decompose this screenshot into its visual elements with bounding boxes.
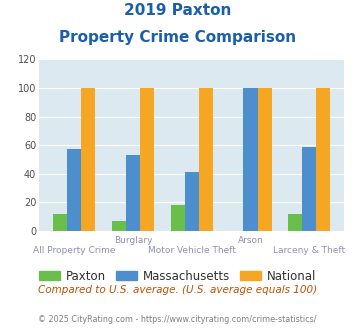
Text: Larceny & Theft: Larceny & Theft: [273, 246, 345, 255]
Text: Arson: Arson: [237, 236, 263, 245]
Bar: [81, 88, 95, 231]
Text: Burglary: Burglary: [114, 236, 152, 245]
Bar: [302, 147, 316, 231]
Bar: [316, 88, 331, 231]
Text: Property Crime Comparison: Property Crime Comparison: [59, 30, 296, 45]
Text: All Property Crime: All Property Crime: [33, 246, 115, 255]
Bar: [140, 88, 154, 231]
Text: Motor Vehicle Theft: Motor Vehicle Theft: [148, 246, 236, 255]
Bar: [258, 88, 272, 231]
Text: Compared to U.S. average. (U.S. average equals 100): Compared to U.S. average. (U.S. average …: [38, 285, 317, 295]
Bar: [170, 205, 185, 231]
Bar: [185, 172, 199, 231]
Bar: [67, 149, 81, 231]
Bar: [53, 214, 67, 231]
Legend: Paxton, Massachusetts, National: Paxton, Massachusetts, National: [34, 265, 321, 287]
Text: © 2025 CityRating.com - https://www.cityrating.com/crime-statistics/: © 2025 CityRating.com - https://www.city…: [38, 315, 317, 324]
Bar: [288, 214, 302, 231]
Bar: [199, 88, 213, 231]
Bar: [112, 221, 126, 231]
Bar: [126, 155, 140, 231]
Bar: [244, 88, 258, 231]
Text: 2019 Paxton: 2019 Paxton: [124, 3, 231, 18]
